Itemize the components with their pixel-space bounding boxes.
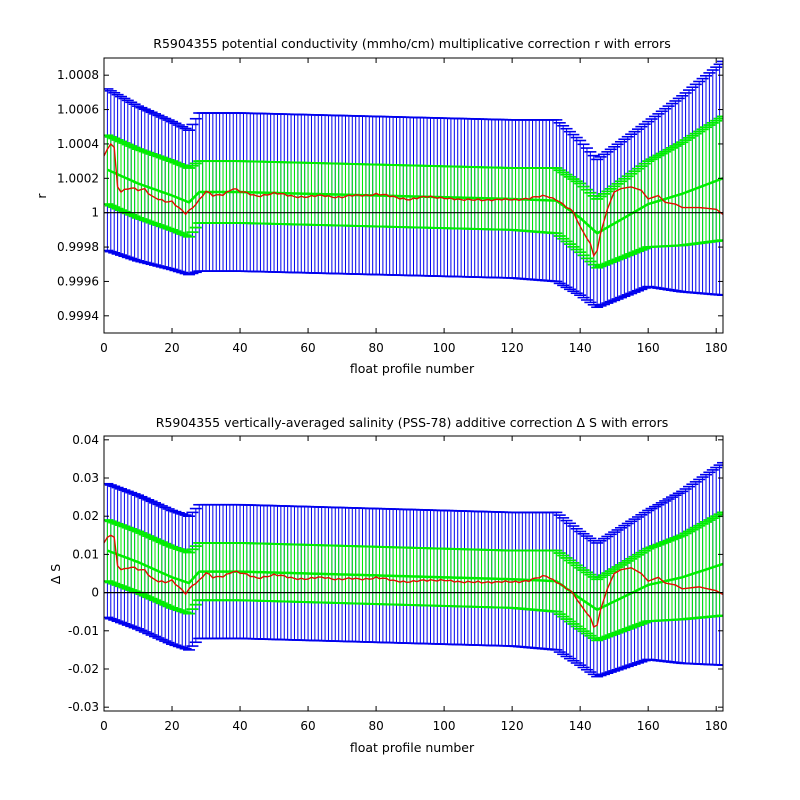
- y-tick-label: 0.04: [72, 433, 99, 447]
- y-tick-label: 0.03: [72, 471, 99, 485]
- x-tick-label: 60: [300, 719, 315, 733]
- panel-r-correction: R5904355 potential conductivity (mmho/cm…: [34, 36, 728, 376]
- x-tick-label: 0: [100, 719, 108, 733]
- panel-r-plot-area: 0 20 40 60 80 100 120 140 160 180 0.9994 0.9996 0.99…: [57, 57, 728, 355]
- x-tick-label: 40: [232, 719, 247, 733]
- x-tick-label: 20: [164, 341, 179, 355]
- x-tick-label: 100: [433, 719, 456, 733]
- y-tick-label: -0.02: [68, 662, 99, 676]
- y-tick-label: 0: [91, 586, 99, 600]
- x-tick-label: 140: [569, 341, 592, 355]
- panel-r-xlabel: float profile number: [350, 361, 475, 376]
- x-tick-label: 160: [637, 719, 660, 733]
- y-tick-label: 0.9998: [57, 240, 99, 254]
- panel-salinity-correction: R5904355 vertically-averaged salinity (P…: [48, 415, 728, 755]
- panel-r-ylabel: r: [34, 193, 49, 199]
- x-tick-label: 80: [368, 719, 383, 733]
- x-tick-label: 120: [501, 341, 524, 355]
- plot-content: [104, 60, 723, 309]
- y-tick-label: 1.0006: [57, 103, 99, 117]
- y-tick-label: 0.02: [72, 509, 99, 523]
- y-tick-label: -0.03: [68, 700, 99, 714]
- x-tick-label: 120: [501, 719, 524, 733]
- panel-s-ylabel: Δ S: [48, 564, 63, 585]
- x-tick-label: 40: [232, 341, 247, 355]
- panel-s-title: R5904355 vertically-averaged salinity (P…: [156, 415, 668, 430]
- axes-frame: [103, 435, 724, 712]
- x-tick-label: 180: [705, 341, 728, 355]
- axes-frame: [103, 57, 724, 334]
- fit-line: [106, 549, 723, 612]
- plot-content: [104, 461, 723, 678]
- x-tick-label: 0: [100, 341, 108, 355]
- x-tick-label: 80: [368, 341, 383, 355]
- y-tick-label: 1.0004: [57, 137, 99, 151]
- x-tick-label: 60: [300, 341, 315, 355]
- y-tick-label: 0.01: [72, 547, 99, 561]
- x-tick-label: 160: [637, 341, 660, 355]
- y-tick-label: 0.9994: [57, 309, 99, 323]
- raw-estimate-line: [104, 142, 723, 258]
- y-tick-label: 0.9996: [57, 274, 99, 288]
- x-tick-label: 20: [164, 719, 179, 733]
- y-tick-label: -0.01: [68, 624, 99, 638]
- panel-r-title: R5904355 potential conductivity (mmho/cm…: [153, 36, 670, 51]
- panel-s-plot-area: 0 20 40 60 80 100 120 140 160 180 -0.03 -0.02 -0.01 0…: [68, 433, 728, 733]
- x-tick-label: 140: [569, 719, 592, 733]
- x-tick-label: 180: [705, 719, 728, 733]
- x-tick-label: 100: [433, 341, 456, 355]
- fit-line: [106, 168, 723, 235]
- y-tick-label: 1.0002: [57, 171, 99, 185]
- panel-s-xlabel: float profile number: [350, 740, 475, 755]
- raw-estimate-line: [104, 534, 723, 628]
- y-tick-label: 1.0008: [57, 68, 99, 82]
- y-tick-label: 1: [91, 206, 99, 220]
